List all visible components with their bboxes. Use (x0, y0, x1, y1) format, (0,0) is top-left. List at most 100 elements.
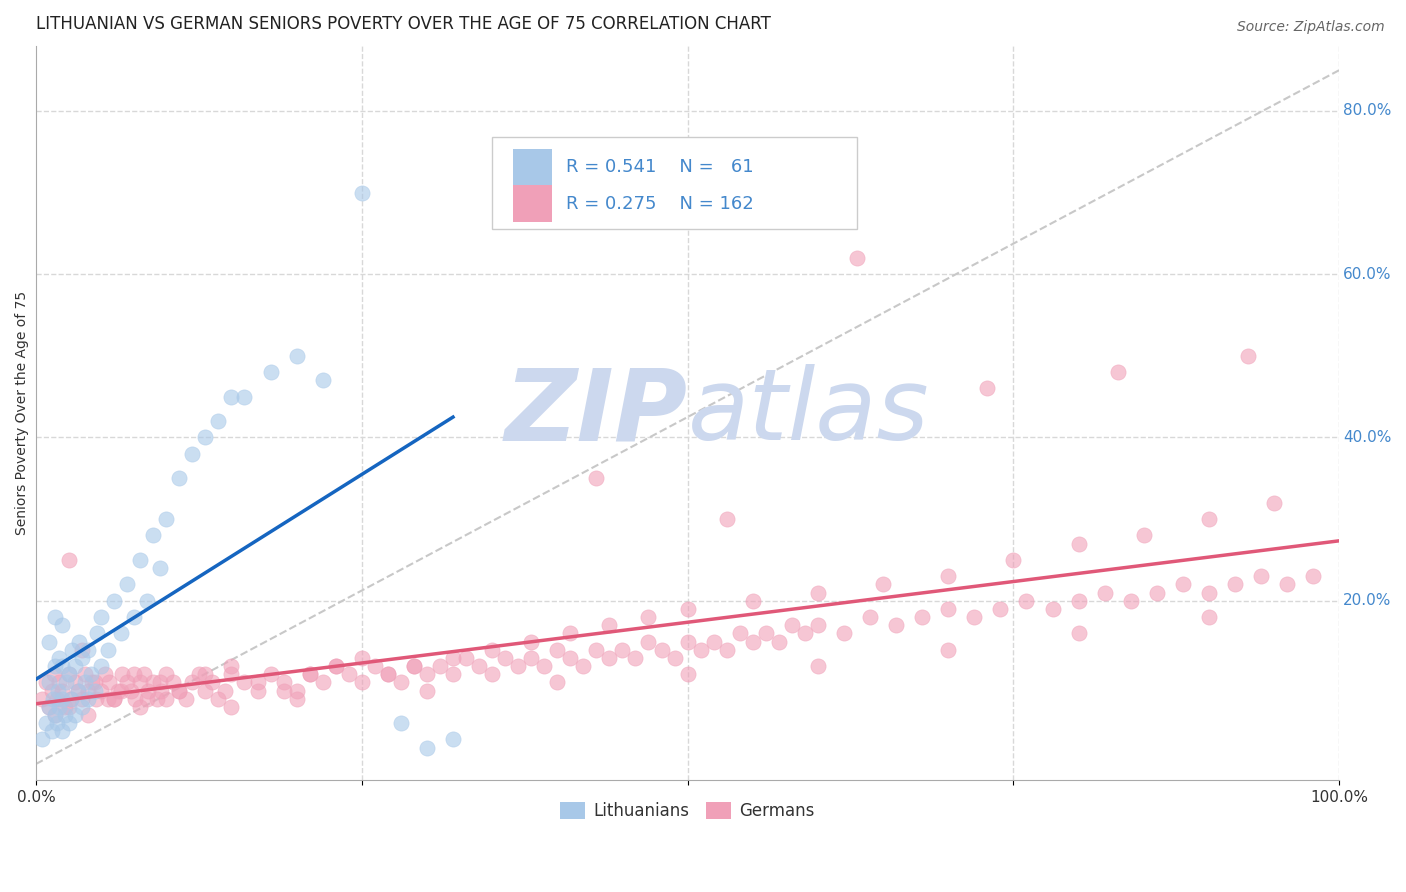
Point (546, 675, 568, 690)
Point (53, 708, 76, 723)
Point (60, 691, 83, 706)
Text: Source: ZipAtlas.com: Source: ZipAtlas.com (1237, 20, 1385, 34)
Point (221, 667, 243, 681)
Point (1263, 496, 1285, 510)
Point (494, 651, 516, 665)
Text: R = 0.541    N =   61: R = 0.541 N = 61 (567, 158, 754, 176)
Point (1067, 626, 1090, 640)
Point (77, 691, 100, 706)
Point (41, 724, 63, 739)
Point (429, 659, 451, 673)
Point (63, 675, 86, 690)
Point (63, 708, 86, 723)
Point (1067, 593, 1090, 607)
Point (31, 732, 53, 747)
Text: 20.0%: 20.0% (1343, 593, 1392, 608)
Point (259, 365, 281, 379)
Point (364, 659, 387, 673)
Point (120, 683, 142, 698)
Point (135, 691, 157, 706)
Point (90, 610, 112, 624)
Point (80, 675, 103, 690)
Point (612, 642, 634, 657)
Point (755, 626, 778, 640)
Point (83, 683, 105, 698)
Point (169, 471, 191, 485)
Point (79, 667, 101, 681)
Point (155, 667, 177, 681)
Point (58, 667, 80, 681)
Point (233, 390, 256, 404)
Point (48, 699, 70, 714)
Point (325, 659, 347, 673)
Point (70, 691, 93, 706)
Point (664, 651, 686, 665)
Point (194, 667, 217, 681)
Point (768, 634, 790, 648)
Point (520, 634, 543, 648)
Point (111, 667, 134, 681)
Point (273, 683, 295, 698)
Point (221, 390, 243, 404)
Point (1171, 577, 1194, 591)
Point (60, 691, 83, 706)
Point (129, 699, 152, 714)
Point (298, 667, 321, 681)
Point (1198, 512, 1220, 526)
Point (169, 683, 191, 698)
Point (936, 602, 959, 616)
Point (246, 683, 269, 698)
Point (75, 667, 97, 681)
Point (637, 610, 659, 624)
Point (90, 683, 112, 698)
Point (884, 618, 907, 632)
Point (533, 659, 555, 673)
Point (1275, 577, 1298, 591)
Point (624, 651, 647, 665)
Point (70, 651, 93, 665)
Point (75, 675, 97, 690)
Point (716, 512, 738, 526)
Text: ZIP: ZIP (505, 365, 688, 461)
Point (1302, 569, 1324, 583)
Point (285, 349, 308, 363)
Point (90, 659, 112, 673)
Point (38, 634, 60, 648)
Y-axis label: Seniors Poverty Over the Age of 75: Seniors Poverty Over the Age of 75 (15, 291, 30, 535)
Point (194, 430, 217, 444)
Point (221, 659, 243, 673)
Point (103, 691, 125, 706)
Point (990, 602, 1012, 616)
Point (441, 732, 464, 747)
Point (63, 659, 86, 673)
Point (181, 675, 204, 690)
Point (150, 683, 173, 698)
Point (169, 683, 191, 698)
Point (1198, 585, 1220, 599)
Point (285, 683, 308, 698)
Point (585, 471, 607, 485)
Point (70, 699, 93, 714)
Point (44, 708, 66, 723)
Point (259, 667, 281, 681)
Point (201, 675, 224, 690)
Point (741, 593, 763, 607)
Point (1119, 593, 1142, 607)
Point (416, 740, 439, 755)
Point (58, 553, 80, 567)
Point (94, 667, 117, 681)
Point (350, 675, 373, 690)
Point (115, 675, 138, 690)
Point (560, 651, 582, 665)
Point (911, 610, 934, 624)
Point (598, 651, 620, 665)
Point (62, 642, 84, 657)
Point (325, 659, 347, 673)
Point (38, 699, 60, 714)
Point (181, 447, 204, 461)
Point (1146, 585, 1168, 599)
Point (1107, 365, 1129, 379)
FancyBboxPatch shape (492, 137, 858, 229)
Point (55, 675, 77, 690)
Point (221, 699, 243, 714)
